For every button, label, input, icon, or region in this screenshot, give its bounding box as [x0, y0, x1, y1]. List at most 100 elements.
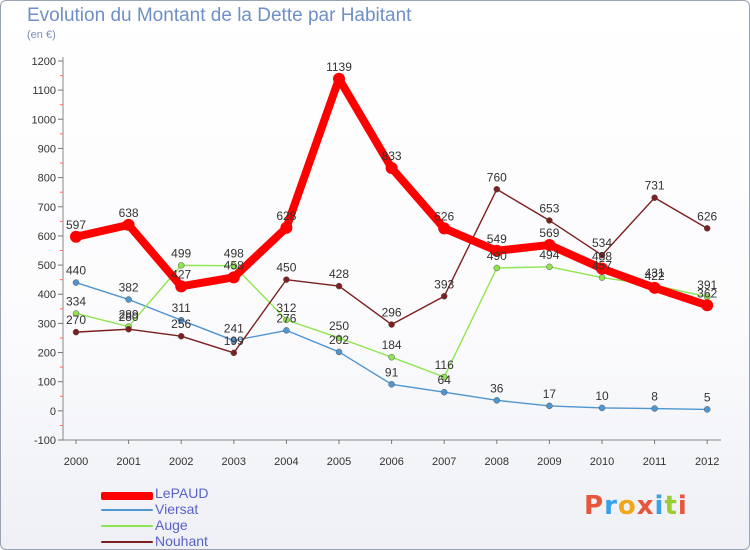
data-label-viersat-2007: 64 [438, 373, 452, 387]
data-label-nouhant-2011: 731 [645, 179, 665, 193]
data-label-lepaud-2003: 458 [224, 258, 244, 272]
data-label-nouhant-2009: 653 [539, 201, 559, 215]
data-label-lepaud-2012: 362 [697, 286, 717, 300]
point-nouhant-2012 [703, 225, 711, 232]
legend-swatch-lepaud [101, 492, 153, 500]
logo-letter: P [584, 491, 605, 521]
data-label-nouhant-2006: 296 [382, 306, 402, 320]
point-auge-2003 [230, 262, 238, 269]
y-tick-label: 100 [38, 377, 56, 389]
legend-swatch-nouhant [101, 541, 153, 543]
point-lepaud-2011 [648, 281, 661, 294]
data-label-viersat-2010: 10 [595, 389, 609, 403]
data-label-auge-2002: 499 [171, 246, 191, 260]
data-label-auge-2009: 494 [539, 248, 559, 262]
point-lepaud-2010 [596, 262, 608, 275]
legend-label-viersat: Viersat [155, 501, 199, 517]
chart-title: Evolution du Montant de la Dette par Hab… [27, 5, 412, 26]
point-auge-2009 [546, 263, 553, 271]
point-nouhant-2000 [72, 328, 80, 336]
data-label-auge-2000: 334 [66, 294, 86, 308]
y-tick-label: 400 [38, 289, 56, 301]
legend-item-viersat[interactable]: Viersat [101, 501, 261, 517]
point-auge-2004 [283, 316, 290, 324]
point-viersat-2000 [72, 279, 80, 286]
data-label-auge-2006: 184 [382, 338, 402, 352]
point-nouhant-2011 [651, 194, 658, 201]
x-tick-label: 2000 [64, 456, 88, 468]
x-tick-label: 2012 [695, 456, 719, 468]
x-tick-label: 2006 [379, 456, 403, 468]
point-nouhant-2005 [335, 282, 343, 290]
data-label-nouhant-2012: 626 [697, 209, 717, 223]
x-tick-label: 2009 [537, 456, 561, 468]
point-viersat-2009 [546, 402, 553, 410]
data-label-viersat-2011: 8 [651, 390, 658, 404]
x-tick-label: 2004 [274, 456, 298, 468]
point-lepaud-2005 [333, 72, 345, 85]
legend-label-lepaud: LePAUD [155, 485, 209, 501]
x-tick-label: 2002 [169, 456, 193, 468]
x-tick-label: 2008 [485, 456, 509, 468]
x-tick-label: 2011 [643, 456, 667, 468]
point-nouhant-2010 [598, 251, 606, 259]
legend-item-nouhant[interactable]: Nouhant [101, 533, 261, 549]
point-lepaud-2001 [122, 218, 135, 231]
data-label-nouhant-2010: 534 [592, 236, 612, 250]
point-nouhant-2007 [440, 293, 448, 300]
data-label-nouhant-2008: 760 [487, 170, 507, 184]
x-tick-label: 2007 [432, 456, 456, 468]
point-viersat-2005 [335, 348, 343, 356]
point-nouhant-2003 [230, 349, 238, 357]
point-auge-2008 [493, 264, 501, 272]
data-label-nouhant-2002: 256 [171, 317, 191, 331]
x-tick-label: 2010 [590, 456, 614, 468]
logo-letter: o [617, 491, 637, 521]
y-tick-label: 600 [38, 231, 56, 243]
point-auge-2010 [598, 274, 606, 281]
y-tick-label: 200 [38, 348, 56, 360]
data-label-auge-2003: 498 [224, 247, 244, 261]
point-viersat-2006 [388, 381, 395, 388]
x-tick-label: 2005 [327, 456, 351, 468]
data-label-nouhant-2001: 280 [119, 310, 139, 324]
data-label-viersat-2006: 91 [385, 365, 399, 379]
point-lepaud-2008 [490, 244, 503, 257]
data-label-viersat-2008: 36 [490, 381, 504, 395]
data-label-lepaud-2005: 1139 [326, 60, 352, 74]
logo-letter: i [654, 491, 665, 521]
legend-item-auge[interactable]: Auge [101, 517, 261, 533]
logo-letter: t [664, 491, 678, 521]
point-lepaud-2009 [543, 238, 556, 251]
data-label-lepaud-2009: 569 [539, 226, 559, 240]
data-label-viersat-2001: 382 [119, 280, 139, 294]
point-lepaud-2012 [701, 299, 714, 312]
point-viersat-2012 [703, 406, 711, 413]
point-viersat-2003 [230, 337, 238, 344]
point-lepaud-2000 [70, 230, 82, 243]
point-lepaud-2004 [280, 221, 293, 234]
data-label-auge-2012: 391 [697, 278, 717, 292]
y-tick-label: 800 [38, 173, 56, 185]
point-auge-2007 [440, 373, 448, 381]
proxiti-logo[interactable]: Proxiti [584, 491, 688, 521]
data-label-auge-2010: 457 [592, 259, 612, 273]
data-label-nouhant-2007: 393 [434, 277, 454, 291]
point-lepaud-2007 [438, 222, 451, 235]
point-nouhant-2006 [388, 321, 395, 328]
y-tick-label: 1000 [32, 114, 56, 126]
data-label-nouhant-2003: 199 [224, 334, 244, 348]
data-label-lepaud-2004: 628 [276, 209, 296, 223]
point-viersat-2002 [177, 316, 185, 324]
point-viersat-2010 [598, 404, 606, 412]
data-label-lepaud-2008: 549 [487, 232, 507, 246]
data-label-lepaud-2006: 833 [382, 149, 402, 163]
legend-item-lepaud[interactable]: LePAUD [101, 485, 261, 501]
data-label-nouhant-2000: 270 [66, 313, 86, 327]
data-label-auge-2005: 250 [329, 319, 349, 333]
data-label-viersat-2009: 17 [543, 387, 557, 401]
x-tick-label: 2001 [116, 456, 140, 468]
legend-swatch-auge [101, 525, 153, 527]
